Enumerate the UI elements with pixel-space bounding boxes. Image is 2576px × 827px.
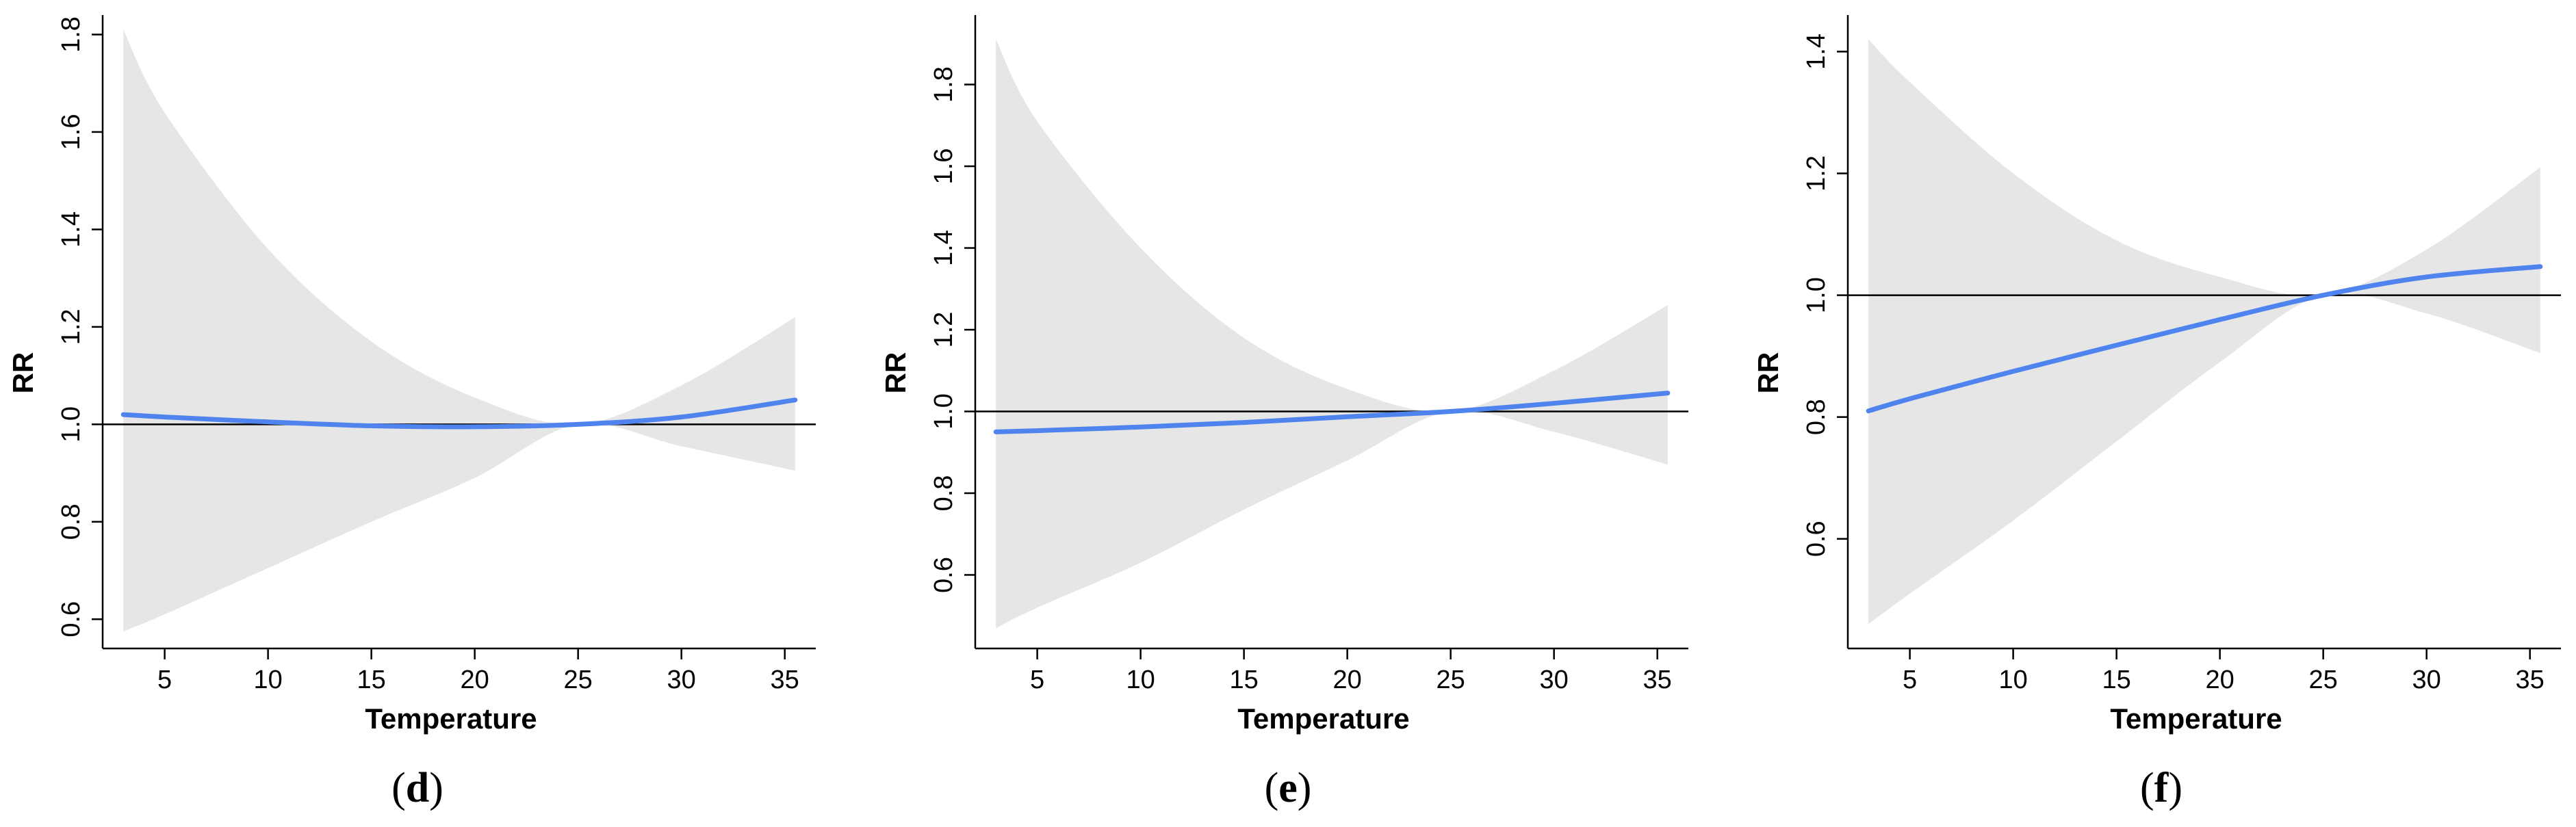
y-tick-label: 1.2 [57, 309, 86, 345]
y-tick-label: 0.6 [929, 557, 958, 593]
panel-label-close: ) [2168, 765, 2182, 811]
y-tick-label: 1.0 [57, 406, 86, 443]
panel-label-close: ) [1298, 765, 1312, 811]
series-line [120, 397, 798, 430]
panel-label-open: ( [1265, 765, 1279, 811]
y-tick-label: 0.8 [1802, 399, 1831, 435]
y-tick-label: 1.4 [1802, 34, 1831, 70]
y-tick-label: 0.8 [929, 475, 958, 512]
y-tick-label: 1.6 [57, 114, 86, 150]
x-axis-label: Temperature [365, 703, 537, 735]
chart-panel-f: 5 10 15 20 25 30 35 0.6 0.8 1.0 1.2 1.4 Temperature R… [1752, 15, 2561, 811]
y-tick-label: 1.6 [929, 148, 958, 185]
y-tick-label: 1.4 [929, 230, 958, 266]
confidence-band [1868, 39, 2540, 625]
x-tick-label: 20 [1333, 666, 1362, 694]
y-axis-label: RR [7, 352, 39, 394]
panel-label-open: ( [391, 765, 406, 811]
x-tick-label: 15 [357, 666, 385, 694]
panel-label: (e) [1265, 765, 1312, 811]
y-tick-label: 1.4 [57, 211, 86, 248]
y-tick-label: 0.6 [1802, 521, 1831, 557]
x-tick-label: 35 [2516, 666, 2545, 694]
y-tick-label: 0.6 [57, 601, 86, 638]
x-tick-label: 10 [253, 666, 282, 694]
x-tick-label: 25 [2309, 666, 2338, 694]
y-axis-label: RR [879, 352, 912, 394]
panel-label: (f) [2140, 765, 2182, 811]
x-tick-label: 25 [1437, 666, 1465, 694]
y-tick-label: 1.2 [1802, 155, 1831, 192]
panel-label: (d) [391, 765, 443, 811]
x-tick-label: 30 [2412, 666, 2441, 694]
series-line [993, 391, 1671, 434]
x-tick-label: 30 [667, 666, 696, 694]
x-tick-label: 25 [564, 666, 593, 694]
y-tick-label: 0.8 [57, 503, 86, 540]
chart-panel-d: 5 10 15 20 25 30 35 0.6 0.8 1.0 1.2 1.4 1.6 1.8 Temper… [7, 15, 816, 811]
panel-label-letter: e [1278, 765, 1298, 811]
x-tick-label: 35 [771, 666, 799, 694]
chart-panel-e: 5 10 15 20 25 30 35 0.6 0.8 1.0 1.2 1.4 1.6 1.8 Temper… [879, 15, 1688, 811]
x-axis-label: Temperature [2110, 703, 2282, 735]
x-tick-label: 10 [1126, 666, 1155, 694]
x-tick-label: 20 [461, 666, 489, 694]
x-tick-label: 10 [1998, 666, 2027, 694]
y-tick-label: 1.2 [929, 312, 958, 348]
x-tick-label: 5 [1030, 666, 1044, 694]
panel-label-letter: d [406, 765, 429, 811]
x-tick-label: 15 [1229, 666, 1258, 694]
y-tick-label: 1.8 [929, 66, 958, 103]
x-tick-label: 15 [2102, 666, 2130, 694]
y-tick-label: 1.0 [1802, 277, 1831, 313]
confidence-band [123, 29, 795, 632]
y-axis-label: RR [1752, 352, 1784, 394]
panel-label-letter: f [2154, 765, 2169, 811]
y-tick-label: 1.8 [57, 16, 86, 53]
x-tick-label: 20 [2206, 666, 2234, 694]
series-line [1866, 264, 2543, 414]
panel-label-open: ( [2140, 765, 2154, 811]
y-tick-label: 1.0 [929, 393, 958, 430]
x-tick-label: 30 [1540, 666, 1569, 694]
x-tick-label: 35 [1643, 666, 1672, 694]
x-tick-label: 5 [157, 666, 172, 694]
confidence-band [996, 39, 1668, 629]
x-tick-label: 5 [1903, 666, 1917, 694]
panel-label-close: ) [429, 765, 443, 811]
x-axis-label: Temperature [1237, 703, 1409, 735]
